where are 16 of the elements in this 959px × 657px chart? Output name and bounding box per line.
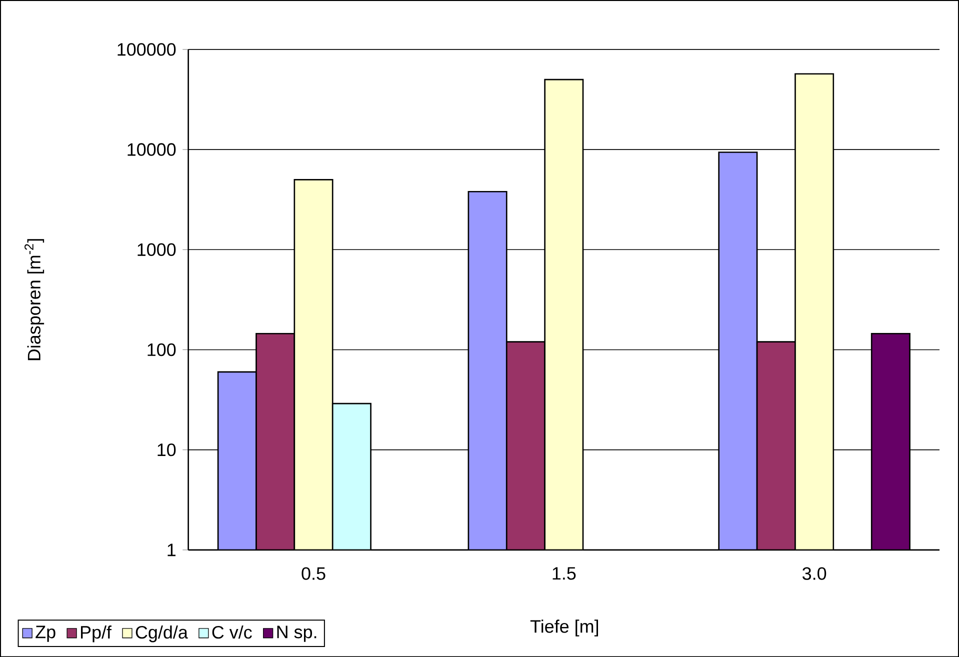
x-tick-label: 3.0 (802, 567, 826, 580)
legend-label: Zp (36, 626, 56, 642)
legend-label: Cg/d/a (136, 625, 188, 642)
x-axis-title: Tiefe [m] (530, 619, 598, 636)
legend-label: Pp/f (81, 625, 112, 642)
x-tick-label: 1.5 (552, 567, 576, 580)
y-tick-label: 1 (168, 544, 176, 556)
y-tick-label: 100000 (118, 42, 176, 56)
legend-label: C v/c (212, 625, 252, 639)
y-tick-label: 10000 (128, 143, 176, 156)
x-tick-label: 0.5 (302, 567, 326, 580)
legend-label: N sp. (277, 626, 316, 642)
y-axis-title: Diasporen [m$^{-2}$] (24, 238, 44, 360)
y-tick-label: 10 (158, 443, 176, 456)
y-tick-label: 1000 (138, 243, 176, 256)
y-tick-label: 100 (148, 343, 176, 356)
